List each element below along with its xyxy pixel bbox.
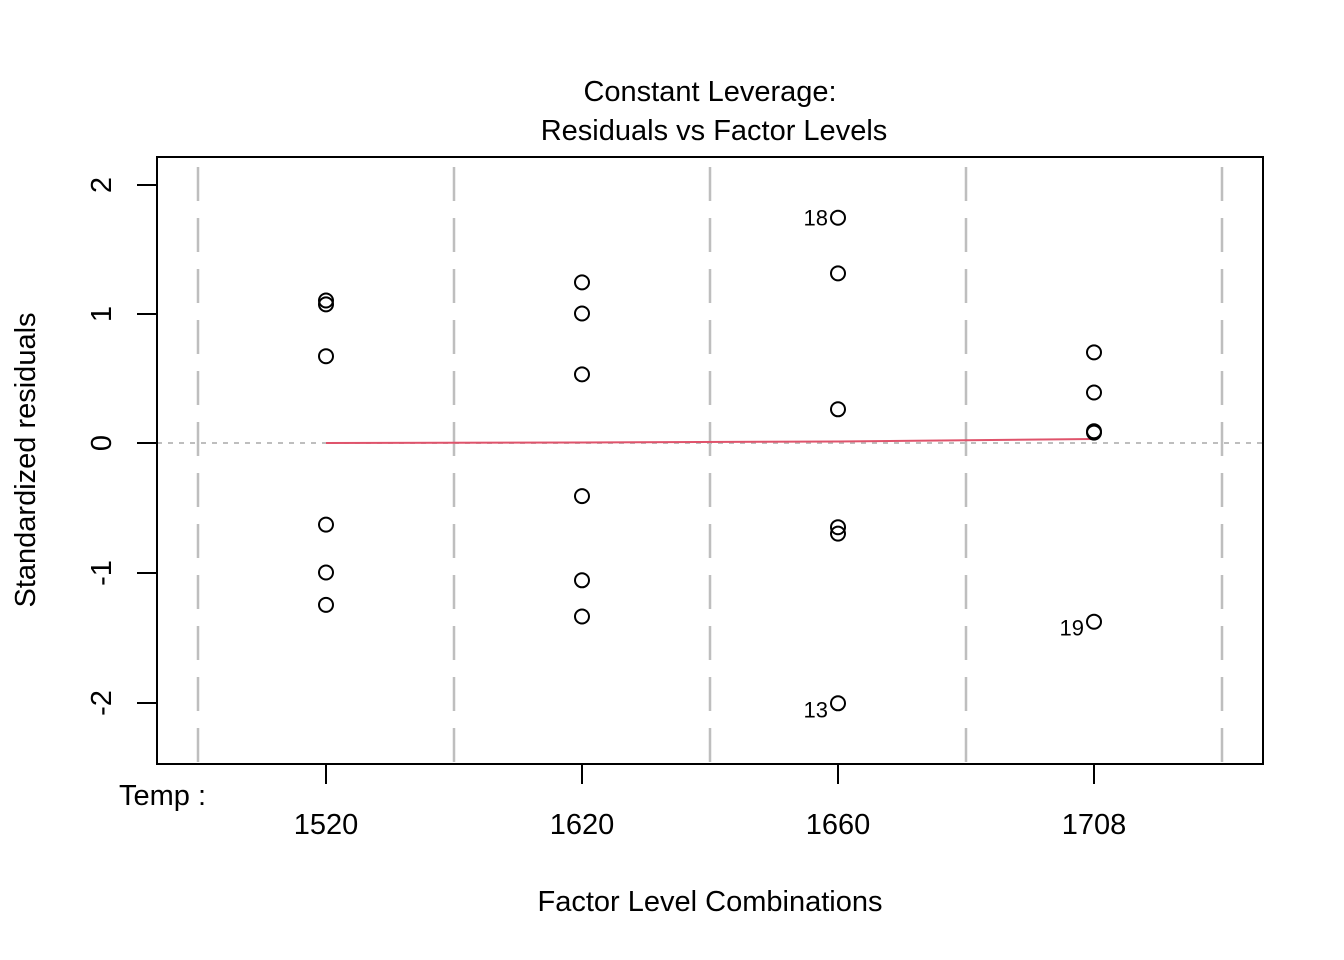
plot-frame <box>156 156 1264 765</box>
y-tick-label: 2 <box>86 177 118 193</box>
data-point <box>318 296 334 313</box>
chart-subtitle: Residuals vs Factor Levels <box>541 115 888 147</box>
y-tick-label: 0 <box>86 435 118 451</box>
point-label: 19 <box>1060 616 1084 641</box>
data-point <box>574 608 590 625</box>
y-tick-label: -1 <box>86 560 118 586</box>
point-label: 13 <box>804 697 828 722</box>
data-point <box>574 305 590 322</box>
data-point <box>1086 344 1102 361</box>
data-point <box>830 519 846 536</box>
data-point <box>318 348 334 365</box>
data-point <box>318 564 334 581</box>
data-point <box>830 265 846 282</box>
point-label: 18 <box>804 206 828 231</box>
y-axis-label: Standardized residuals <box>10 312 42 607</box>
data-point <box>574 366 590 383</box>
data-point <box>318 516 334 533</box>
data-point <box>830 695 846 712</box>
data-point <box>574 572 590 589</box>
chart-title: Constant Leverage: <box>583 76 836 108</box>
y-tick-label: -2 <box>86 690 118 716</box>
x-tick-label: 1660 <box>806 809 871 841</box>
smoother-line <box>325 438 1095 444</box>
data-point <box>830 209 846 226</box>
data-point <box>1086 424 1102 441</box>
point-labels: 18 13 19 <box>804 206 1084 723</box>
x-axis-label: Factor Level Combinations <box>538 886 883 918</box>
x-tick-label: 1520 <box>294 809 359 841</box>
data-point <box>574 488 590 505</box>
y-tick-labels: 2 1 0 -1 -2 <box>86 177 118 716</box>
data-point <box>318 292 334 309</box>
x-tick-label: 1708 <box>1062 809 1127 841</box>
x-tick-label: 1620 <box>550 809 615 841</box>
y-axis <box>137 184 157 704</box>
data-point <box>1086 613 1102 630</box>
data-point <box>574 274 590 291</box>
x-axis <box>325 764 1095 784</box>
data-point <box>1086 384 1102 401</box>
x-tick-labels: 1520 1620 1660 1708 <box>294 809 1127 841</box>
data-points <box>318 209 1102 712</box>
factor-name-label: Temp : <box>119 780 206 812</box>
data-point <box>318 596 334 613</box>
y-tick-label: 1 <box>86 306 118 322</box>
data-point <box>830 525 846 542</box>
data-point <box>830 401 846 418</box>
factor-dividers <box>196 167 1224 764</box>
